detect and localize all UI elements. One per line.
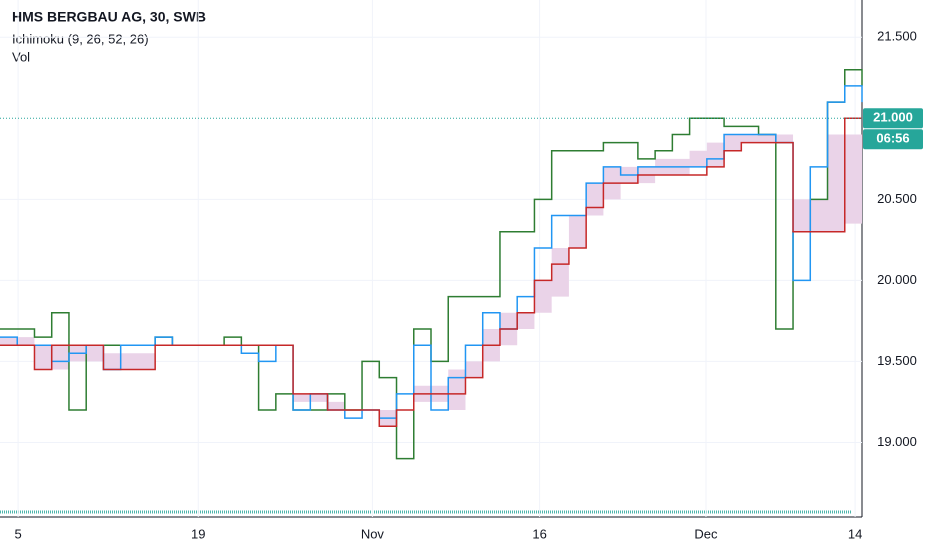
- y-tick-label: 21.500: [877, 29, 917, 44]
- x-tick-label: 16: [532, 526, 546, 541]
- last-price-badge: [863, 108, 923, 129]
- y-tick-label: 20.000: [877, 272, 917, 287]
- countdown-badge: [863, 129, 923, 150]
- x-tick-label: 5: [14, 526, 21, 541]
- series-line: [0, 117, 862, 427]
- last-price-label: 21.000: [873, 110, 913, 125]
- chart-title: HMS BERGBAU AG, 30, SWB: [12, 9, 206, 25]
- countdown-label: 06:56: [876, 131, 909, 146]
- y-tick-label: 19.500: [877, 353, 917, 368]
- y-tick-label: 19.000: [877, 434, 917, 449]
- x-tick-label: 14: [848, 526, 862, 541]
- x-tick-label: Dec: [694, 526, 718, 541]
- x-tick-label: 19: [191, 526, 205, 541]
- x-tick-label: Nov: [361, 526, 385, 541]
- indicator-label: Vol: [12, 49, 30, 64]
- y-tick-label: 20.500: [877, 191, 917, 206]
- indicator-label: Ichimoku (9, 26, 52, 26): [12, 31, 149, 46]
